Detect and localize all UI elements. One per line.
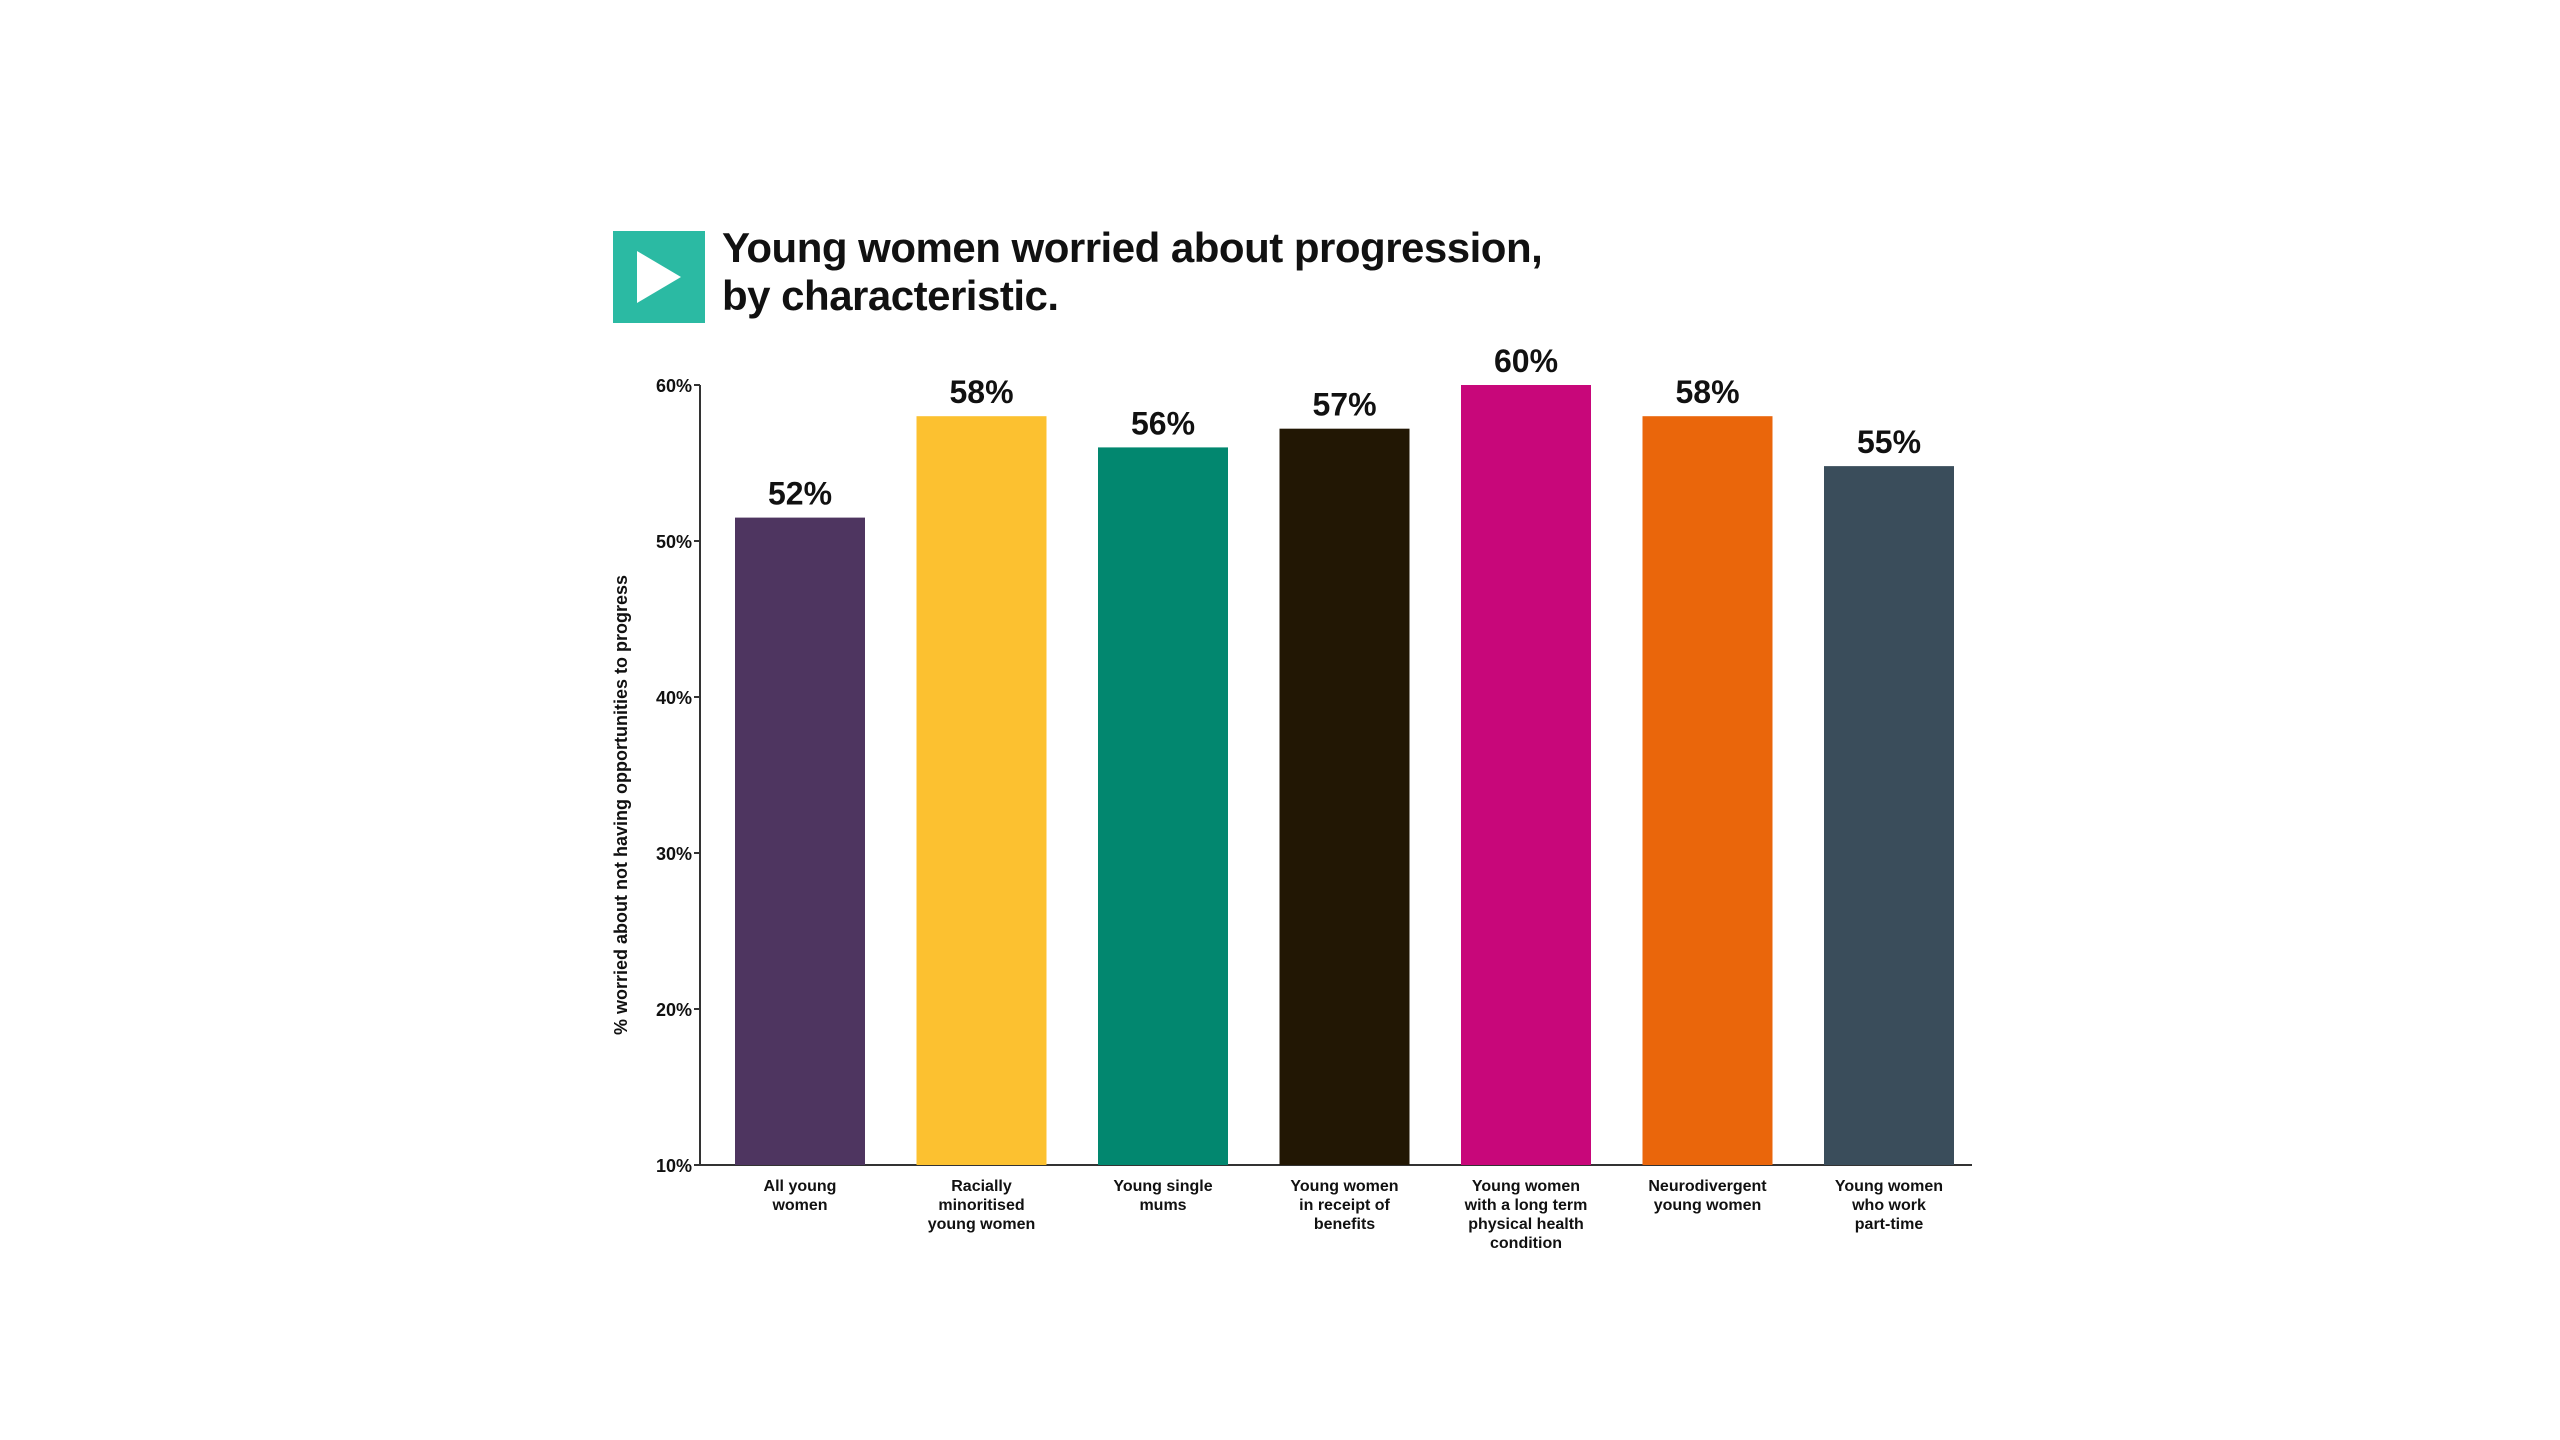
x-tick-label: Neurodivergent [1648,1178,1767,1195]
x-tick-label: Young women [1835,1178,1943,1195]
bar [1279,428,1410,1165]
bar [1461,385,1591,1165]
x-tick-label: women [771,1197,827,1214]
logo-play-icon [613,231,705,323]
y-tick-label: 40% [656,688,692,708]
data-label: 55% [1857,424,1921,460]
y-tick-label: 60% [656,376,692,396]
bar [1642,416,1773,1165]
data-label: 52% [768,476,832,512]
bar [735,517,865,1165]
y-tick-label: 30% [656,844,692,864]
x-tick-label: Young single [1113,1178,1212,1195]
bar [916,416,1047,1165]
x-tick-label: mums [1139,1197,1186,1214]
data-label: 56% [1131,405,1195,441]
play-triangle-icon [637,251,681,303]
bar [1824,466,1954,1165]
data-label: 58% [1675,374,1739,410]
chart-title-line-1: Young women worried about progression, [722,224,1543,271]
x-tick-label: part-time [1855,1216,1924,1233]
y-tick-label: 10% [656,1156,692,1176]
x-tick-label: minoritised [938,1197,1024,1214]
chart-title-line-2: by characteristic. [722,272,1059,319]
chart-title: Young women worried about progression, b… [722,224,1722,320]
x-tick-label: young women [1654,1197,1762,1214]
x-tick-label: physical health [1468,1216,1584,1233]
x-tick-label: young women [928,1216,1036,1233]
x-tick-label: who work [1851,1197,1926,1214]
bar [1098,447,1228,1165]
data-label: 57% [1312,387,1376,423]
x-tick-label: condition [1490,1235,1562,1252]
y-tick-label: 50% [656,532,692,552]
x-tick-label: in receipt of [1299,1197,1390,1214]
y-tick-label: 20% [656,1000,692,1020]
x-tick-label: Racially [951,1178,1012,1195]
x-tick-label: Young women [1472,1178,1580,1195]
data-label: 58% [949,374,1013,410]
x-tick-label: with a long term [1464,1197,1588,1214]
x-tick-label: Young women [1290,1178,1398,1195]
y-axis-title: % worried about not having opportunities… [611,575,631,1035]
x-tick-label: benefits [1314,1216,1375,1233]
data-label: 60% [1494,343,1558,379]
x-tick-label: All young [764,1178,837,1195]
